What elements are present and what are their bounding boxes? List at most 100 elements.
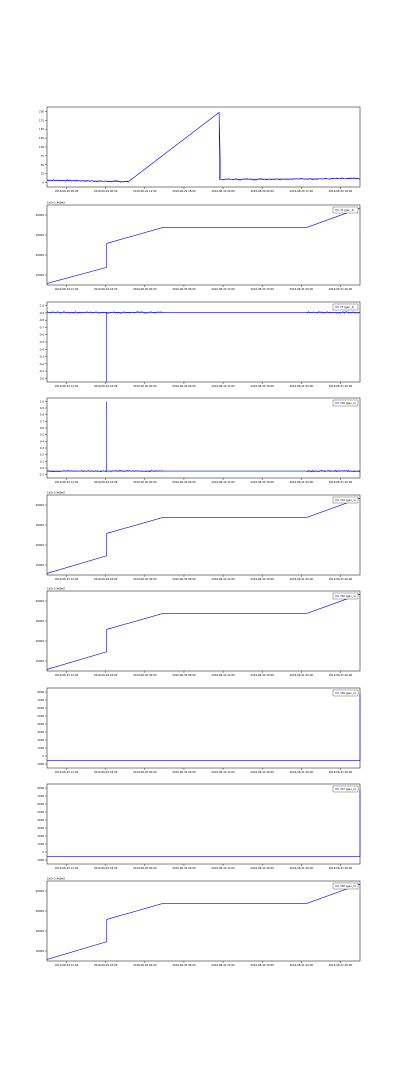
x-tick-label: 2016-08-30 18:00: [251, 480, 275, 484]
x-tick-label: 2016-08-30 12:00: [211, 577, 235, 581]
legend-label: f26 (gen_1): [341, 691, 356, 695]
chart-panel-8: -1000 0 1000 2000 3000 4000 5000 6000 7000 8000 20…: [36, 783, 361, 870]
series-line: [47, 401, 360, 472]
x-tick-label: 2016-08-31 06:00: [329, 963, 353, 967]
x-tick-label: 2016-08-30 06:00: [172, 577, 196, 581]
y-tick-label: 7000: [37, 794, 44, 798]
x-tick-label: 2016-08-30 06:00: [172, 963, 196, 967]
legend: f2 (gen_1): [332, 206, 359, 214]
y-tick-label: 4000: [37, 722, 44, 726]
y-tick-label: 25: [41, 172, 45, 176]
y-tick-label: 30000: [36, 523, 45, 527]
plot-frame: [46, 494, 361, 576]
y-tick-label: 1.0: [40, 399, 44, 403]
chart-panel-3: 0.0 -0.1 -0.2 -0.3 -0.4 -0.5 -0.6 -0.7 -0.8 -0.9 -…: [39, 301, 361, 388]
legend: f19 (gen_1): [332, 496, 359, 504]
chart-panel-1: 0 25 50 75 100 125 150 175 200 2016-08-29 00:00 20…: [39, 106, 361, 193]
y-tick-label: -1000: [36, 858, 44, 862]
x-tick-label: 2016-08-30 00:00: [133, 963, 157, 967]
x-tick-label: 2016-08-29 12:00: [133, 189, 157, 193]
y-tick-label: 3000: [37, 826, 44, 830]
chart-panel-5: 10000 20000 30000 40000 2016-08-29 12:00 2016…: [36, 491, 361, 581]
y-tick-label: -0.8: [39, 318, 44, 322]
y-tick-label: 1000: [37, 842, 44, 846]
plot-frame: [46, 687, 361, 769]
y-tick-label: 6000: [37, 706, 44, 710]
x-tick-label: 2016-08-30 18:00: [251, 287, 275, 291]
x-tick-label: 2016-08-29 12:00: [55, 770, 79, 774]
y-tick-label: 0: [42, 181, 44, 185]
y-tick-label: 2000: [37, 834, 44, 838]
legend-box: [332, 399, 359, 407]
plot-frame: [46, 106, 361, 188]
legend-label: f18 (gen_1): [341, 401, 356, 405]
x-tick-label: 2016-08-29 18:00: [94, 963, 118, 967]
x-tick-label: 2016-08-30 00:00: [133, 287, 157, 291]
x-tick-label: 2016-08-31 00:00: [290, 384, 314, 388]
y-tick-label: -1.0: [39, 304, 44, 308]
x-tick-label: 2016-08-29 18:00: [94, 673, 118, 677]
chart-panel-2: 10000 20000 30000 40000 2016-08-29 12:00 2016…: [36, 201, 361, 291]
y-tick-label: -0.3: [39, 355, 44, 359]
y-tick-label: 200: [39, 109, 44, 113]
legend-label: f28 (gen_1): [341, 884, 356, 888]
x-tick-label: 2016-08-31 00:00: [290, 577, 314, 581]
x-tick-label: 2016-08-30 00:00: [133, 770, 157, 774]
legend: f3 (gen_1): [332, 303, 359, 311]
series-noise: [306, 469, 361, 473]
y-tick-label: 0.8: [40, 413, 44, 417]
series-line: [47, 693, 361, 762]
x-tick-label: 2016-08-31 06:00: [329, 384, 353, 388]
legend: f20 (gen_1): [332, 592, 359, 600]
x-tick-label: 2016-08-31 06:00: [329, 287, 353, 291]
series-line: [46, 207, 361, 284]
chart-panel-4: -0.1 0.0 0.1 0.2 0.3 0.4 0.5 0.6 0.7 0.8 0.9 1.0 201…: [39, 397, 361, 484]
x-tick-label: 2016-08-29 18:00: [94, 287, 118, 291]
y-tick-label: 5000: [37, 714, 44, 718]
plot-frame: [46, 783, 361, 865]
legend-label: f3 (gen_1): [341, 305, 355, 309]
legend-label: f2 (gen_1): [341, 208, 355, 212]
y-tick-label: 0.5: [40, 433, 44, 437]
y-tick-label: 0.7: [40, 419, 44, 423]
x-tick-label: 2016-08-30 12:00: [290, 189, 314, 193]
y-tick-label: 20000: [36, 639, 45, 643]
x-tick-label: 2016-08-29 12:00: [55, 287, 79, 291]
x-tick-label: 2016-08-31 00:00: [290, 287, 314, 291]
x-tick-label: 2016-08-30 18:00: [251, 384, 275, 388]
x-tick-label: 2016-08-31 06:00: [329, 673, 353, 677]
y-tick-label: 0: [42, 850, 44, 854]
y-tick-label: 20000: [36, 543, 45, 547]
x-tick-label: 2016-08-29 18:00: [172, 189, 196, 193]
plot-frame: [46, 301, 361, 383]
x-tick-label: 2016-08-30 18:00: [329, 189, 353, 193]
x-tick-label: 2016-08-30 06:00: [172, 384, 196, 388]
x-tick-label: 2016-08-31 06:00: [329, 480, 353, 484]
x-tick-label: 2016-08-30 12:00: [211, 384, 235, 388]
x-tick-label: 2016-08-30 00:00: [211, 189, 235, 193]
legend-box: [332, 689, 359, 697]
x-tick-label: 2016-08-29 00:00: [55, 189, 79, 193]
legend-label: f27 (gen_1): [341, 787, 356, 791]
x-tick-label: 2016-08-29 12:00: [55, 963, 79, 967]
legend-box: [332, 785, 359, 793]
x-tick-label: 2016-08-31 06:00: [329, 577, 353, 581]
legend-box: [332, 882, 359, 890]
series-line: [47, 312, 360, 382]
y-tick-label: 0.6: [40, 426, 44, 430]
x-tick-label: 2016-08-30 18:00: [251, 866, 275, 870]
y-tick-label: 8000: [37, 690, 44, 694]
y-tick-label: 125: [39, 136, 44, 140]
y-tick-label: 0.9: [40, 406, 44, 410]
legend: f28 (gen_1): [332, 882, 359, 890]
y-tick-label: -1000: [36, 762, 44, 766]
y-tick-label: 10000: [36, 659, 45, 663]
y-tick-label: 0.2: [40, 453, 44, 457]
y-tick-label: 75: [41, 154, 45, 158]
x-tick-label: 2016-08-29 18:00: [94, 577, 118, 581]
y-tick-label: 20000: [36, 253, 45, 257]
y-tick-label: -0.7: [39, 325, 44, 329]
y-tick-label: 150: [39, 127, 44, 131]
y-tick-label: 30000: [36, 619, 45, 623]
x-tick-label: 2016-08-30 00:00: [133, 673, 157, 677]
